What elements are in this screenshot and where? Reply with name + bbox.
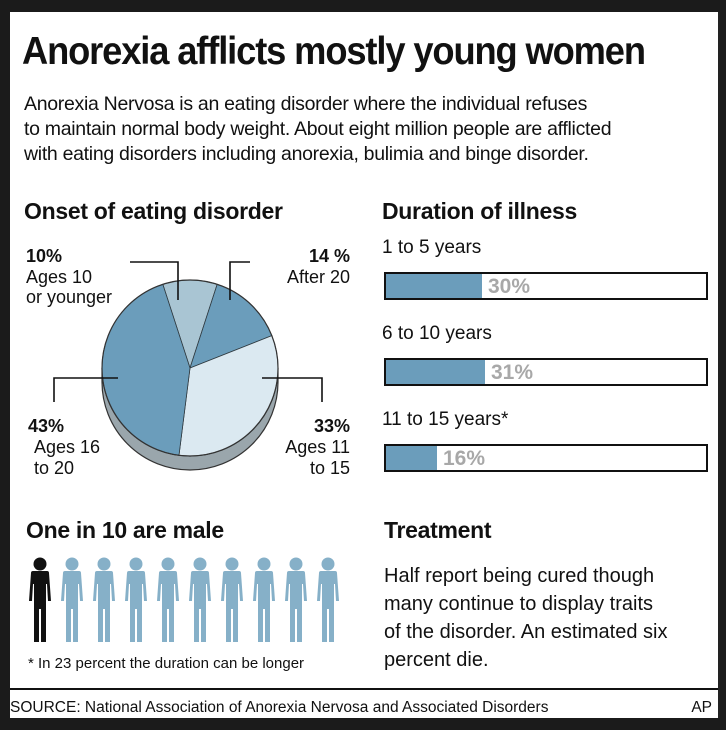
female-person-icon [189, 557, 211, 642]
footnote: * In 23 percent the duration can be long… [28, 655, 305, 672]
pie-leader-line [130, 261, 179, 300]
pie-desc-label: to 15 [309, 458, 350, 478]
duration-bar-1-5-years: 30% [384, 272, 708, 300]
intro-line: with eating disorders including anorexia… [24, 143, 589, 165]
female-person-icon [317, 557, 339, 642]
pie-label-ages-16-20: 43% Ages 16 to 20 [28, 416, 100, 479]
treatment-line: of the disorder. An estimated six [384, 621, 668, 643]
footer-divider [10, 688, 718, 690]
pie-desc-label: or younger [26, 287, 113, 307]
intro-line: Anorexia Nervosa is an eating disorder w… [24, 93, 588, 115]
onset-heading: Onset of eating disorder [24, 198, 283, 224]
male-person-icon [29, 557, 51, 642]
female-person-icon [157, 557, 179, 642]
female-person-icon [285, 557, 307, 642]
agency-credit: AP [691, 699, 712, 716]
infographic-card: Anorexia afflicts mostly young women Ano… [10, 12, 720, 718]
bar-category-label: 11 to 15 years* [382, 409, 509, 430]
pie-pct-label: 43% [28, 416, 65, 436]
bar-value-label: 16% [443, 447, 486, 470]
bar-fill [386, 274, 482, 298]
pie-desc-label: After 20 [286, 267, 350, 287]
treatment-line: percent die. [384, 649, 489, 671]
bar-value-label: 30% [488, 275, 531, 298]
female-person-icon [221, 557, 243, 642]
bar-category-label: 6 to 10 years [382, 323, 492, 344]
pie-leader-line [262, 377, 323, 402]
treatment-line: Half report being cured though [384, 565, 655, 587]
female-person-icon [93, 557, 115, 642]
pie-desc-label: Ages 16 [34, 437, 101, 457]
intro-line: to maintain normal body weight. About ei… [24, 118, 612, 140]
pie-desc-label: to 20 [34, 458, 75, 478]
pie-desc-label: Ages 10 [26, 267, 93, 287]
pie-desc-label: Ages 11 [285, 437, 350, 457]
pie-label-ages-10-younger: 10% Ages 10 or younger [26, 246, 112, 308]
female-person-icon [61, 557, 83, 642]
female-person-icon [125, 557, 147, 642]
treatment-heading: Treatment [384, 517, 492, 543]
onset-pie-chart [53, 261, 323, 471]
pie-leader-line [53, 377, 118, 402]
pie-outline [101, 279, 279, 457]
people-pictogram [29, 557, 339, 642]
duration-bar-11-15-years: 16% [384, 444, 708, 472]
treatment-line: many continue to display traits [384, 593, 654, 615]
treatment-text: Half report being cured though many cont… [384, 562, 714, 674]
pie-label-ages-11-15: 33% Ages 11 to 15 [250, 416, 350, 479]
intro-paragraph: Anorexia Nervosa is an eating disorder w… [24, 92, 714, 167]
bar-fill [386, 446, 437, 470]
bar-category-label: 1 to 5 years [382, 237, 482, 258]
pie-label-after-20: 14 % After 20 [250, 246, 350, 288]
pie-pct-label: 10% [26, 246, 63, 266]
pie-leader-line [229, 261, 250, 300]
duration-heading: Duration of illness [382, 198, 577, 224]
pie-pct-label: 14 % [308, 246, 350, 266]
duration-bar-6-10-years: 31% [384, 358, 708, 386]
page-title: Anorexia afflicts mostly young women [22, 30, 646, 73]
bar-value-label: 31% [491, 361, 534, 384]
source-credit: SOURCE: National Association of Anorexia… [10, 699, 549, 716]
bar-fill [386, 360, 485, 384]
male-heading: One in 10 are male [26, 517, 224, 543]
pie-pct-label: 33% [313, 416, 350, 436]
female-person-icon [253, 557, 275, 642]
